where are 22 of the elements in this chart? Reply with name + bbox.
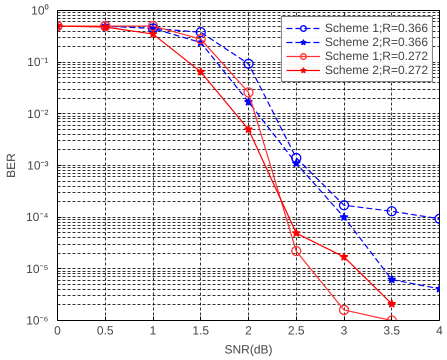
y-tick-label: 10⁻³	[27, 158, 49, 172]
x-tick-label: 2.5	[288, 324, 305, 338]
x-tick-label: 1	[150, 324, 157, 338]
y-tick-label: 10⁻⁴	[26, 210, 49, 224]
y-tick-label: 10⁰	[31, 4, 49, 18]
x-tick-label: 3	[340, 324, 348, 338]
x-tick-label: 3.5	[383, 324, 400, 338]
x-tick-label: 4	[436, 324, 444, 338]
legend-label: Scheme 1;R=0.272	[324, 49, 428, 63]
x-tick-label: 1.5	[192, 324, 210, 338]
y-tick-label: 10⁻⁶	[26, 314, 49, 328]
x-axis-title: SNR(dB)	[224, 342, 273, 356]
y-tick-label: 10⁻¹	[27, 55, 49, 70]
legend-label: Scheme 1;R=0.366	[324, 21, 428, 35]
legend-label: Scheme 2;R=0.366	[324, 35, 428, 49]
legend-label: Scheme 2;R=0.272	[324, 63, 428, 77]
y-tick-label: 10⁻⁵	[26, 262, 49, 276]
y-axis-title: BER	[4, 152, 18, 178]
x-tick-label: 2	[245, 324, 252, 338]
x-tick-label: 0	[54, 324, 62, 338]
y-tick-label: 10⁻²	[27, 106, 49, 121]
x-tick-label: 0.5	[96, 324, 114, 338]
